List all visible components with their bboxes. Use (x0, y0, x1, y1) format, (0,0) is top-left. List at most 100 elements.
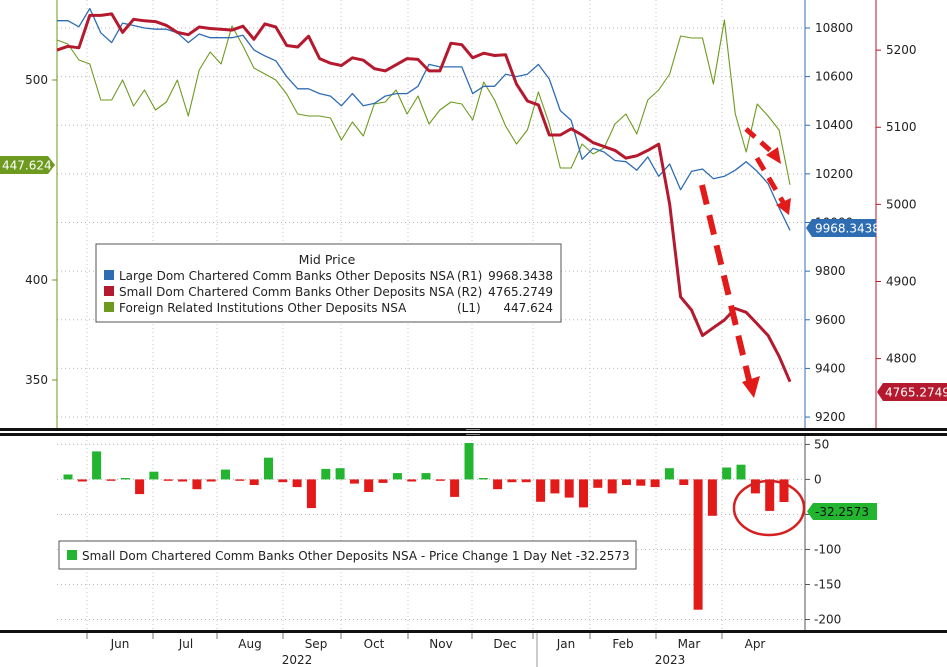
change-bar (378, 479, 388, 483)
top-legend: Mid Price Large Dom Chartered Comm Banks… (95, 243, 562, 323)
last-value-tag-right1: 9968.3438 (806, 219, 880, 237)
bottom-legend-swatch (67, 550, 77, 560)
right1-tick-label: 9200 (815, 410, 846, 424)
last-value-tag-right2: 4765.2749 (877, 383, 947, 401)
trend-arrows (699, 127, 791, 398)
legend-axis-code-small-banks: (R2) (457, 285, 482, 299)
last-value-bottom-label: -32.2573 (815, 505, 869, 519)
change-bar (120, 478, 130, 480)
legend-value-large-banks: 9968.3438 (488, 269, 553, 283)
trend-arrow-large-banks-head (776, 198, 791, 215)
x-tick-label: Oct (364, 637, 385, 651)
change-bar (478, 478, 488, 480)
change-bar (135, 479, 145, 495)
change-bar (550, 479, 560, 494)
left-tick-label: 400 (25, 273, 48, 287)
top-legend-title: Mid Price (299, 252, 356, 267)
change-bar (421, 473, 431, 480)
bottom-axis-ticks: 500-50-100-150-200 (805, 437, 841, 626)
change-bar (493, 479, 503, 490)
right2-tick-label: 5000 (886, 197, 917, 211)
change-bar (178, 479, 188, 482)
change-bar (679, 479, 689, 485)
right2-tick-label: 4900 (886, 274, 917, 288)
x-axis-area: Jun Jul Aug Sep Oct Nov Dec Jan Feb Mar Apr 2022 2… (0, 630, 947, 667)
trend-arrow-small-banks-head (742, 376, 760, 398)
series-lines (56, 7, 792, 383)
change-bar (106, 479, 116, 481)
change-bar (163, 479, 173, 481)
change-bar (321, 468, 331, 480)
right1-tick-label: 10400 (815, 118, 853, 132)
right1-tick-label: 9800 (815, 264, 846, 278)
bottom-tick-label: -150 (814, 577, 841, 591)
change-bar (292, 479, 302, 488)
x-tick-label: Jan (556, 637, 576, 651)
change-bars (63, 443, 789, 610)
right2-tick-label: 5200 (886, 43, 917, 57)
x-tick-label: Mar (678, 637, 701, 651)
legend-item-small-banks: Small Dom Chartered Comm Banks Other Dep… (104, 285, 553, 299)
change-bar (736, 464, 746, 480)
x-tick-label: Feb (612, 637, 633, 651)
change-bar (435, 479, 445, 481)
change-bar (392, 473, 402, 480)
top-legend-box (95, 243, 562, 323)
bottom-tick-label: 50 (814, 437, 829, 451)
x-tick-label: Aug (238, 637, 261, 651)
change-bar (521, 479, 531, 483)
bottom-tick-label: -100 (814, 542, 841, 556)
trend-arrow-large-banks (754, 156, 786, 204)
year-label-2022: 2022 (282, 653, 313, 667)
series-line-left (56, 19, 791, 185)
bottom-legend-label: Small Dom Chartered Comm Banks Other Dep… (82, 549, 630, 563)
change-bar (664, 468, 674, 480)
left-axis-ticks: 350 400 500 (25, 73, 57, 387)
change-bar (507, 479, 517, 483)
change-bar (707, 479, 717, 516)
right2-tick-label: 4800 (886, 352, 917, 366)
change-bar (650, 479, 660, 488)
x-tick-label: Nov (429, 637, 452, 651)
change-bar (622, 479, 631, 485)
legend-label-large-banks: Large Dom Chartered Comm Banks Other Dep… (119, 269, 455, 283)
bottom-panel: 500-50-100-150-200 -32.2573 Small Dom Ch… (57, 436, 877, 630)
right2-axis-ticks: 4800 4900 5000 5100 5200 (876, 43, 917, 366)
bottom-legend-box (58, 540, 637, 570)
legend-value-foreign: 447.624 (503, 301, 553, 315)
legend-axis-code-foreign: (L1) (457, 301, 481, 315)
change-bar (278, 479, 288, 483)
series-line-right1 (57, 7, 791, 231)
change-bar (636, 479, 646, 486)
legend-axis-code-large-banks: (R1) (457, 269, 482, 283)
x-tick-label: Jun (110, 637, 130, 651)
legend-swatch-large-banks (104, 270, 114, 280)
last-value-left-label: 447.624 (2, 159, 52, 173)
change-bar (450, 479, 460, 497)
right1-tick-label: 9400 (815, 361, 846, 375)
bottom-tick-label: 0 (814, 472, 822, 486)
right1-tick-label: 10200 (815, 167, 853, 181)
change-bar (607, 479, 617, 494)
right1-tick-label: 9600 (815, 313, 846, 327)
x-tick-label: Dec (493, 637, 516, 651)
change-bar (221, 469, 230, 480)
bottom-tick-label: -200 (814, 612, 841, 626)
change-bar (779, 479, 789, 502)
change-bar (593, 479, 603, 488)
change-bar (750, 479, 760, 494)
last-value-tag-bottom: -32.2573 (807, 503, 877, 520)
bottom-legend-series-name: Small Dom Chartered Comm Banks Other Dep… (82, 549, 572, 563)
year-label-2023: 2023 (655, 653, 686, 667)
x-tick-label: Apr (745, 637, 766, 651)
left-tick-label: 350 (25, 373, 48, 387)
legend-item-foreign: Foreign Related Institutions Other Depos… (104, 301, 553, 315)
legend-item-large-banks: Large Dom Chartered Comm Banks Other Dep… (104, 269, 553, 283)
trend-arrow-foreign-head (766, 147, 781, 164)
change-bar (206, 479, 216, 482)
highlight-circle (732, 479, 806, 537)
panel-divider (0, 428, 947, 436)
change-bar (249, 479, 259, 485)
